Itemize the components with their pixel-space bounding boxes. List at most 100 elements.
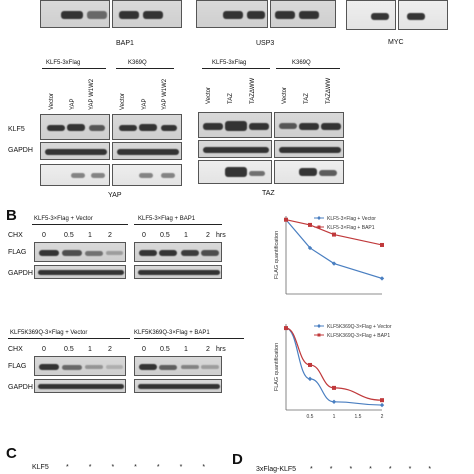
yap-klf5-blot [40,114,110,140]
b2-gapdh-blot [34,379,126,393]
taz-footer-label: TAZ [262,190,275,197]
legend-label: KLF5K369Q-3×Flag + BAP1 [327,333,390,339]
b1-header-2: KLF5-3×Flag + BAP1 [138,216,196,222]
b2-header-1: KLF5K369Q-3×Flag + Vector [10,330,88,336]
b1-time-2: 1 [88,232,92,239]
top-label-myc: MYC [388,39,404,46]
taz-header-1: KLF5-3xFlag [212,60,247,66]
b1-time-7: 2 [206,232,210,239]
legend-marker [317,324,321,328]
x-tick-label: 0.5 [307,414,314,420]
yap-lane-4: Vector [120,92,126,110]
b2-row-gapdh: GAPDH [8,384,33,391]
taz-klf5-blot-2 [274,112,344,138]
top-blot-usp3 [196,0,268,28]
panel-letter-c: C [6,445,17,462]
b1-gapdh-blot-2 [134,265,222,279]
x-tick-label: 1 [333,414,336,420]
data-point [284,326,288,331]
b2-gapdh-blot-2 [134,379,222,393]
b2-time-3: 2 [108,346,112,353]
series-line [285,219,383,279]
legend-label: KLF5-3×Flag + Vector [327,216,376,222]
top-blot-usp3-2 [270,0,336,28]
b1-chx-label: CHX [8,232,23,239]
yap-klf5-blot-2 [112,114,182,140]
flag-quantification-chart-k369q: FLAG quantification 0.5 1 1.5 2 KLF5K369Q-3×F… [274,324,392,420]
taz-taz-blot [198,160,272,184]
b2-time-4: 0 [142,346,146,353]
b2-unit: hrs [216,346,226,353]
data-point [379,402,385,408]
b1-time-4: 0 [142,232,146,239]
taz-lane-6: TAZΔWW [326,77,332,104]
b2-time-2: 1 [88,346,92,353]
top-label-bap1: BAP1 [116,40,134,47]
series-line [285,219,383,246]
legend-marker [317,216,321,220]
y-axis-label: FLAG quantification [274,231,280,279]
legend-marker [317,225,321,229]
taz-lane-3: TAZΔWW [250,77,256,104]
top-blot-myc-2 [398,0,448,30]
data-point [331,399,337,405]
top-blot-myc [346,0,396,30]
b1-time-3: 2 [108,232,112,239]
yap-header-2: K369Q [128,60,147,66]
row-label-klf5-a: KLF5 [8,126,25,133]
data-point [331,261,337,266]
b1-gapdh-blot [34,265,126,279]
yap-lane-3: YAP W1W2 [89,78,95,110]
yap-gapdh-blot-2 [112,142,182,160]
yap-lane-2: YAP [70,98,76,110]
taz-lane-5: TAZ [304,93,310,104]
legend-marker [317,333,321,337]
yap-lane-6: YAP W1W2 [162,78,168,110]
taz-gapdh-blot [198,140,272,158]
b2-flag-blot [34,356,126,376]
series-line [285,327,383,406]
flag-quantification-chart-wt: FLAG quantification KLF5-3×Flag + Vector K… [274,216,385,295]
panel-c-markers: ******* [66,464,226,471]
taz-lane-4: Vector [282,86,288,104]
data-point [380,398,384,403]
data-point [308,222,312,227]
row-label-gapdh-a: GAPDH [8,147,33,154]
panel-c-row-label: KLF5 [32,464,49,471]
yap-yap-blot [40,164,110,186]
yap-yap-blot-2 [112,164,182,186]
yap-lane-1: Vector [49,92,55,110]
b2-time-6: 1 [184,346,188,353]
data-point [308,362,312,367]
b1-row-gapdh: GAPDH [8,270,33,277]
yap-gapdh-blot [40,142,110,160]
taz-header-2: K369Q [292,60,311,66]
b1-time-5: 0.5 [160,232,170,239]
top-blot-bap1-2 [112,0,182,28]
legend-label: KLF5-3×Flag + BAP1 [327,225,375,231]
b2-flag-blot-2 [134,356,222,376]
data-point [380,242,384,247]
b1-time-1: 0.5 [64,232,74,239]
data-point [284,217,288,222]
b2-row-flag: FLAG [8,363,27,370]
yap-lane-5: YAP [142,98,148,110]
data-point [332,232,336,237]
b1-header-1: KLF5-3×Flag + Vector [34,216,93,222]
taz-klf5-blot [198,112,272,138]
legend-label: KLF5K369Q-3×Flag + Vector [327,324,392,330]
b2-chx-label: CHX [8,346,23,353]
b1-unit: hrs [216,232,226,239]
top-label-usp3: USP3 [256,40,275,47]
panel-letter-d: D [232,451,243,468]
b2-header-2: KLF5K369Q-3×Flag + BAP1 [134,330,210,336]
taz-lane-2: TAZ [228,93,234,104]
data-point [379,276,385,281]
series-line [285,327,383,401]
y-axis-label: FLAG quantification [274,343,280,391]
x-tick-label: 2 [381,414,384,420]
b2-time-5: 0.5 [160,346,170,353]
b1-flag-blot-2 [134,242,222,262]
taz-lane-1: Vector [206,86,212,104]
panel-d-row-label: 3xFlag-KLF5 [256,466,297,473]
